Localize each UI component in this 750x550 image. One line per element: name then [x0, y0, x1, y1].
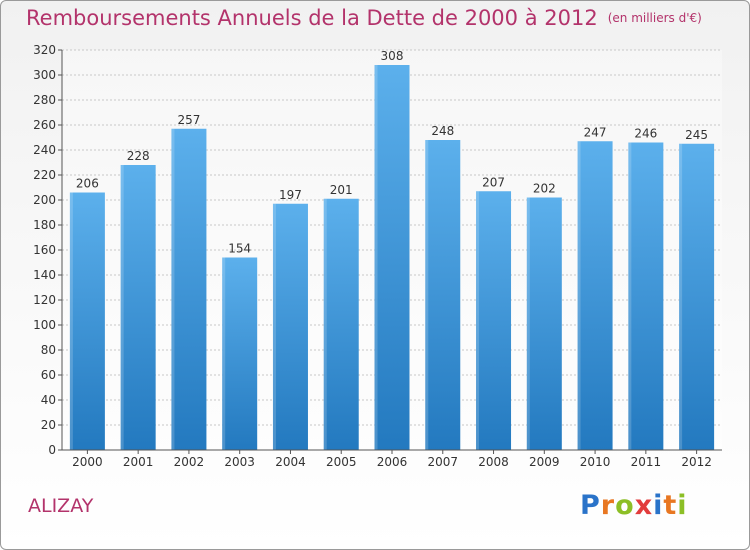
x-tick-label: 2009 [529, 455, 560, 469]
x-tick-label: 2000 [72, 455, 103, 469]
x-tick-label: 2004 [275, 455, 306, 469]
y-tick-label: 100 [33, 318, 56, 332]
bar [272, 203, 308, 450]
y-tick-label: 160 [33, 243, 56, 257]
y-tick-label: 280 [33, 93, 56, 107]
bar [577, 141, 613, 450]
x-tick-label: 2011 [631, 455, 662, 469]
y-tick-label: 240 [33, 143, 56, 157]
x-tick-label: 2007 [427, 455, 458, 469]
bar-highlight [476, 191, 480, 450]
y-tick-label: 180 [33, 218, 56, 232]
chart-title-text: Remboursements Annuels de la Dette de 20… [26, 6, 598, 30]
bar [476, 191, 512, 450]
x-tick-label: 2012 [681, 455, 712, 469]
logo-letter: P [580, 490, 601, 521]
data-label: 201 [330, 183, 353, 197]
bar [628, 142, 664, 450]
x-tick-label: 2002 [174, 455, 205, 469]
x-tick-label: 2008 [478, 455, 509, 469]
data-label: 154 [228, 242, 251, 256]
bar-highlight [526, 197, 530, 450]
commune-name: ALIZAY [28, 495, 94, 517]
data-label: 197 [279, 188, 302, 202]
x-tick-label: 2001 [123, 455, 154, 469]
bar-highlight [679, 143, 683, 450]
data-label: 207 [482, 175, 505, 189]
bar [69, 192, 105, 450]
bar [679, 143, 715, 450]
data-label: 308 [381, 49, 404, 63]
bar-highlight [222, 257, 226, 450]
data-label: 257 [177, 113, 200, 127]
y-tick-label: 40 [41, 393, 56, 407]
bar-highlight [171, 128, 175, 450]
chart-unit: (en milliers d'€) [607, 11, 702, 25]
y-tick-label: 120 [33, 293, 56, 307]
bar [425, 140, 461, 450]
data-label: 228 [127, 149, 150, 163]
bar-highlight [425, 140, 429, 450]
y-tick-label: 220 [33, 168, 56, 182]
data-label: 246 [634, 127, 657, 141]
data-label: 247 [584, 125, 607, 139]
logo-letter: r [600, 490, 616, 521]
data-label: 202 [533, 182, 556, 196]
y-tick-label: 20 [41, 418, 56, 432]
y-tick-label: 80 [41, 343, 56, 357]
logo-letter: i [653, 490, 664, 521]
x-tick-label: 2006 [377, 455, 408, 469]
logo-letter: o [615, 490, 635, 521]
chart-title: Remboursements Annuels de la Dette de 20… [26, 6, 702, 30]
bar-highlight [323, 198, 327, 450]
data-label: 248 [431, 124, 454, 138]
bar-highlight [577, 141, 581, 450]
data-label: 206 [76, 177, 99, 191]
y-tick-label: 300 [33, 68, 56, 82]
y-tick-label: 60 [41, 368, 56, 382]
x-tick-label: 2003 [224, 455, 255, 469]
logo-letter: t [663, 490, 678, 521]
y-tick-label: 260 [33, 118, 56, 132]
bar-highlight [120, 165, 124, 450]
bar [222, 257, 258, 450]
bar [120, 165, 156, 450]
bar [374, 65, 410, 450]
bar-highlight [272, 203, 276, 450]
y-tick-label: 320 [33, 43, 56, 57]
logo-letter: x [634, 490, 654, 521]
logo-letter: i [677, 490, 688, 521]
data-label: 245 [685, 128, 708, 142]
x-tick-label: 2005 [326, 455, 357, 469]
y-tick-label: 200 [33, 193, 56, 207]
bar-highlight [69, 192, 73, 450]
bar-highlight [374, 65, 378, 450]
bar-highlight [628, 142, 632, 450]
proxiti-logo: Proxiti [580, 490, 688, 521]
y-tick-label: 140 [33, 268, 56, 282]
bar [526, 197, 562, 450]
x-tick-label: 2010 [580, 455, 611, 469]
bar [171, 128, 207, 450]
y-tick-label: 0 [48, 443, 56, 457]
bar [323, 198, 359, 450]
